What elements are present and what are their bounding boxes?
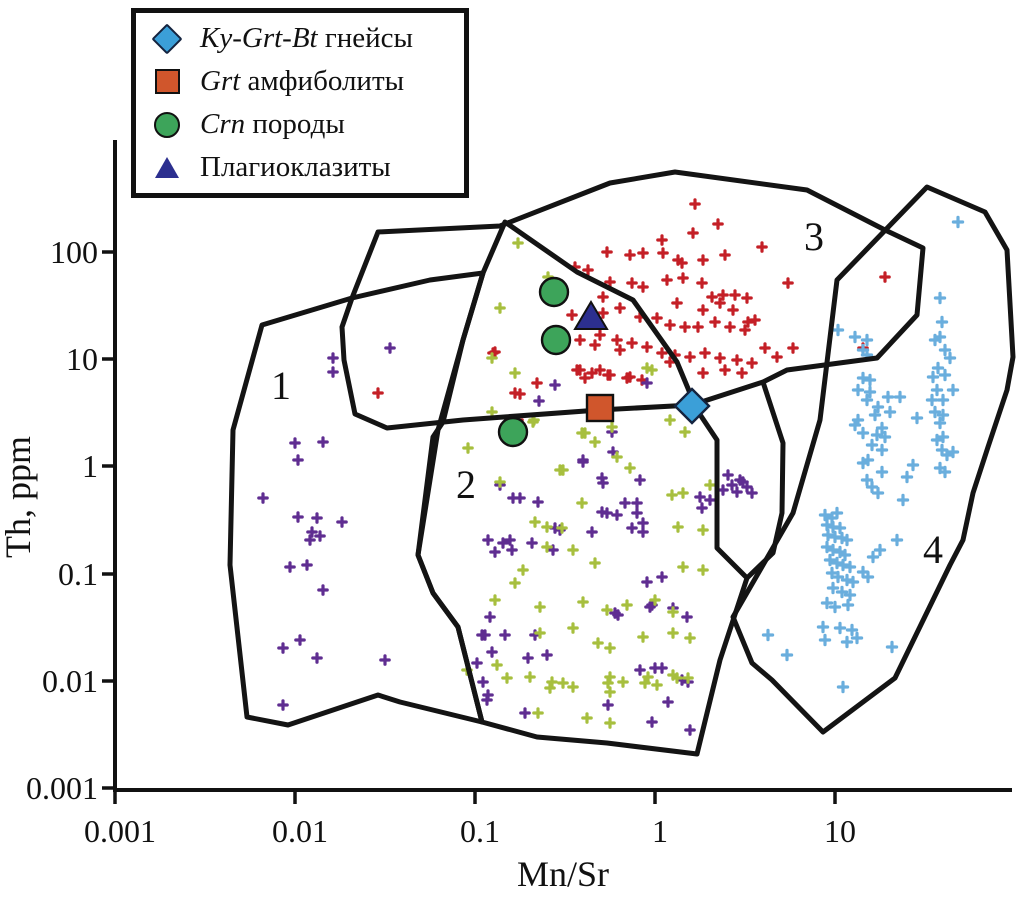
circle-icon [150, 111, 184, 138]
amphibolite-square-marker [585, 393, 615, 423]
legend-label: Grt амфиболиты [200, 65, 405, 97]
y-tick-label: 100 [50, 234, 98, 270]
legend-item-gneiss: Ky-Grt-Bt гнейсы [150, 17, 458, 60]
red-data-points [372, 198, 891, 426]
field-4-outline [730, 184, 1016, 735]
diamond-icon [150, 22, 184, 55]
y-tick-label: 0.001 [26, 770, 98, 806]
x-tick-label: 0.001 [84, 813, 156, 849]
legend-label: Плагиоклазиты [200, 151, 391, 183]
y-tick-label: 0.1 [58, 556, 98, 592]
legend-label: Crn породы [200, 108, 345, 140]
y-axis-label: Th, ppm [0, 436, 38, 558]
gneiss-diamond-marker [673, 387, 711, 425]
field-2-outline [415, 219, 750, 757]
plagioclasite-triangle-marker [573, 300, 609, 330]
x-tick-label: 0.01 [272, 813, 328, 849]
legend-item-amphibolite: Grt амфиболиты [150, 60, 458, 103]
x-axis-label: Mn/Sr [517, 854, 609, 894]
field-2-number: 2 [456, 462, 476, 507]
y-tick-label: 10 [66, 341, 98, 377]
legend-box: Ky-Grt-Bt гнейсы Grt амфиболиты Crn поро… [131, 8, 469, 198]
square-icon [150, 69, 184, 94]
crn-circle-marker [540, 324, 572, 356]
field-extra-outline [745, 381, 786, 580]
legend-label: Ky-Grt-Bt гнейсы [200, 22, 414, 54]
x-tick-label: 1 [652, 813, 668, 849]
legend-item-crn-rocks: Crn породы [150, 103, 458, 146]
triangle-icon [150, 157, 184, 178]
x-tick-label: 10 [824, 813, 856, 849]
legend-item-plagioclasite: Плагиоклазиты [150, 146, 458, 189]
light_blue-data-points [761, 215, 965, 694]
crn-circle-marker [538, 276, 570, 308]
crn-circle-marker [497, 416, 529, 448]
field-3-number: 3 [804, 214, 824, 259]
x-tick-label: 0.1 [460, 813, 500, 849]
field-3-outline [339, 169, 926, 431]
y-tick-label: 1 [82, 448, 98, 484]
y-tick-label: 0.01 [42, 663, 98, 699]
field-4-number: 4 [923, 527, 943, 572]
field-1-number: 1 [271, 363, 291, 408]
